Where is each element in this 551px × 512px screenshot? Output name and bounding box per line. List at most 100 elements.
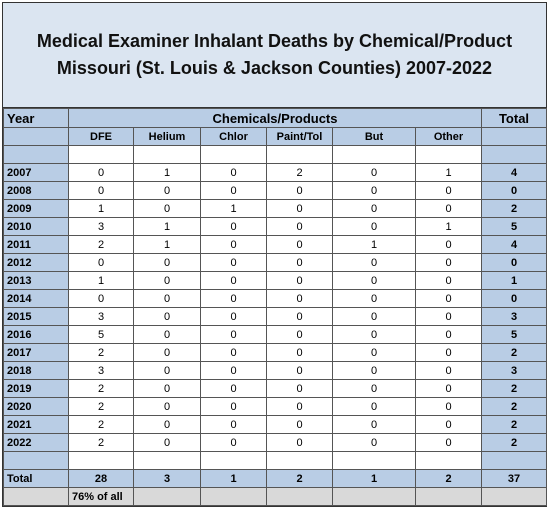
table-cell: 0 <box>332 325 416 344</box>
table-cell: 2 <box>68 433 134 452</box>
table-cell: 2017 <box>3 343 69 362</box>
table-cell: 0 <box>266 199 333 218</box>
table-cell: 0 <box>332 343 416 362</box>
table-row: Total 28 3 1 2 1 2 37 <box>3 469 547 488</box>
table-cell <box>200 487 267 506</box>
table-cell: 2008 <box>3 181 69 200</box>
table-cell: Helium <box>133 127 201 146</box>
table-cell: 0 <box>200 397 267 416</box>
table-cell: 2 <box>415 469 482 488</box>
table-cell: 0 <box>481 253 547 272</box>
table-cell: 0 <box>415 433 482 452</box>
table-row: 2011 2 1 0 0 1 0 4 <box>3 235 547 254</box>
data-table: Year Chemicals/Products Total DFE Helium Chlo… <box>3 108 547 506</box>
table-cell: 2013 <box>3 271 69 290</box>
table-cell <box>415 145 482 164</box>
table-cell: 0 <box>266 235 333 254</box>
table-cell: 0 <box>332 217 416 236</box>
table-cell: 3 <box>68 307 134 326</box>
table-cell: 1 <box>133 235 201 254</box>
table-row: 2007 0 1 0 2 0 1 4 <box>3 163 547 182</box>
table-cell <box>481 127 547 146</box>
table-cell: 1 <box>415 163 482 182</box>
table-cell: 0 <box>133 307 201 326</box>
table-cell: 0 <box>133 361 201 380</box>
table-cell: 2 <box>68 397 134 416</box>
table-cell: 37 <box>481 469 547 488</box>
table-cell: 0 <box>133 379 201 398</box>
table-cell: 2009 <box>3 199 69 218</box>
table-cell: 0 <box>266 181 333 200</box>
table-cell: 0 <box>332 307 416 326</box>
table-row: Year Chemicals/Products Total <box>3 108 547 128</box>
table-cell: 0 <box>481 181 547 200</box>
table-cell: 2 <box>266 469 333 488</box>
table-row: 2021 2 0 0 0 0 0 2 <box>3 415 547 434</box>
table-cell: 0 <box>332 415 416 434</box>
table-cell: Paint/Tol <box>266 127 333 146</box>
table-cell: 0 <box>200 307 267 326</box>
table-cell: 0 <box>200 379 267 398</box>
table-cell: Chlor <box>200 127 267 146</box>
table-row <box>3 451 547 470</box>
table-cell: 1 <box>481 271 547 290</box>
table-cell: 2 <box>481 379 547 398</box>
table-cell: 2 <box>68 235 134 254</box>
table-cell: Total <box>481 108 547 128</box>
table-row: 2008 0 0 0 0 0 0 0 <box>3 181 547 200</box>
table-cell <box>332 451 416 470</box>
table-cell: 4 <box>481 235 547 254</box>
table-cell: 0 <box>332 433 416 452</box>
table-row: 2010 3 1 0 0 0 1 5 <box>3 217 547 236</box>
table-cell <box>3 145 69 164</box>
table-row: 2015 3 0 0 0 0 0 3 <box>3 307 547 326</box>
table-cell: 0 <box>332 199 416 218</box>
table-cell: 3 <box>133 469 201 488</box>
table-cell: 1 <box>200 199 267 218</box>
table-cell: 3 <box>481 361 547 380</box>
table-cell: 2014 <box>3 289 69 308</box>
table-cell: 2 <box>481 199 547 218</box>
table-cell: 2007 <box>3 163 69 182</box>
table-cell: 0 <box>415 307 482 326</box>
table-cell: 2016 <box>3 325 69 344</box>
table-cell <box>481 451 547 470</box>
table-cell: 2 <box>481 433 547 452</box>
table-cell: 0 <box>133 199 201 218</box>
table-cell: 0 <box>200 253 267 272</box>
table-cell: 76% of all <box>68 487 134 506</box>
table-cell: 2022 <box>3 433 69 452</box>
table-cell: 28 <box>68 469 134 488</box>
table-cell: 0 <box>415 397 482 416</box>
table-cell: 0 <box>133 271 201 290</box>
table-cell: 0 <box>68 163 134 182</box>
table-cell: 0 <box>68 253 134 272</box>
table-cell: 1 <box>415 217 482 236</box>
table-cell <box>200 451 267 470</box>
table-cell: 2011 <box>3 235 69 254</box>
table-row: DFE Helium Chlor Paint/Tol But Other <box>3 127 547 146</box>
table-cell: 0 <box>332 163 416 182</box>
table-cell: 0 <box>266 415 333 434</box>
table-cell: 5 <box>481 325 547 344</box>
table-cell: 0 <box>415 199 482 218</box>
table-cell: 0 <box>415 289 482 308</box>
table-cell: 0 <box>200 181 267 200</box>
table-cell: 0 <box>200 415 267 434</box>
table-cell: 4 <box>481 163 547 182</box>
table-cell <box>3 487 69 506</box>
table-cell: 0 <box>266 253 333 272</box>
table-cell: DFE <box>68 127 134 146</box>
table-cell: 0 <box>266 361 333 380</box>
table-cell <box>415 487 482 506</box>
table-cell <box>481 145 547 164</box>
table-cell <box>3 127 69 146</box>
table-cell: 0 <box>332 397 416 416</box>
table-cell: 0 <box>332 379 416 398</box>
table-cell <box>133 451 201 470</box>
table-cell: 2 <box>481 343 547 362</box>
table-cell: 2 <box>68 415 134 434</box>
table-cell: 5 <box>481 217 547 236</box>
table-cell: 0 <box>133 343 201 362</box>
table-cell: 0 <box>200 289 267 308</box>
